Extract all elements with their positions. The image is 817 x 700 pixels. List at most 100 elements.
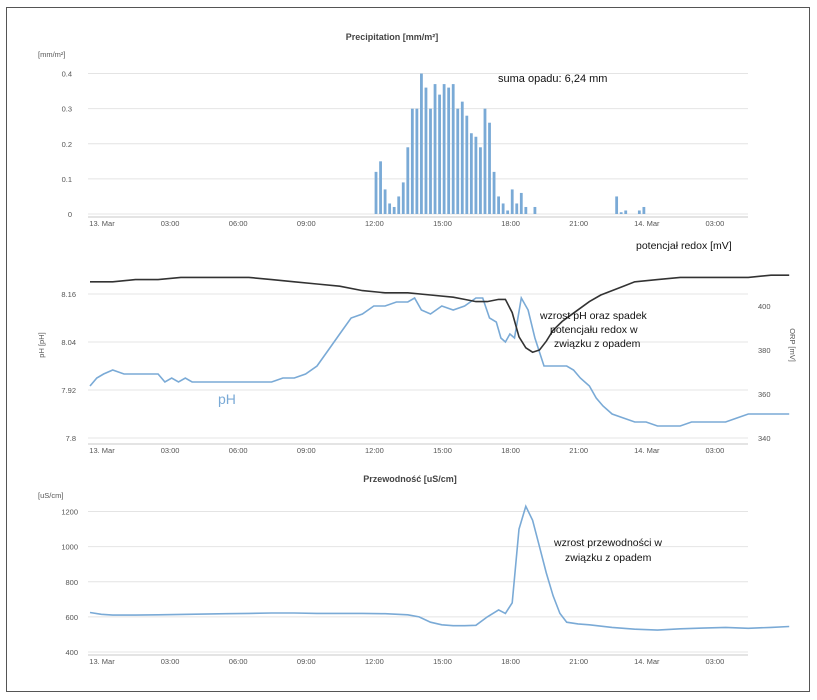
precipitation-bar [406,147,410,214]
precipitation-bar [415,108,419,214]
precipitation-bar [397,196,401,214]
x-tick-label: 09:00 [297,657,316,666]
precipitation-bar [410,108,414,214]
figure-frame [6,7,810,692]
y-tick-label-right: 340 [758,434,771,443]
precipitation-bar [433,84,437,214]
x-tick-label: 14. Mar [634,446,660,455]
ph-redox-annotation-line3: związku z opadem [554,338,641,350]
precipitation-title: Precipitation [mm/m²] [346,32,439,42]
x-tick-label: 13. Mar [89,657,115,666]
conductivity-annotation-line2: związku z opadem [565,552,652,564]
precipitation-chart: Precipitation [mm/m²] [mm/m²] 0 0.1 0.2 0.3… [38,32,748,228]
precipitation-bar [497,196,500,214]
y-tick-label-right: 380 [758,346,771,355]
y-tick-label: 0 [68,210,72,219]
precipitation-bar [619,212,623,214]
precipitation-bar [479,147,482,214]
y-tick-label: 0.3 [62,105,72,114]
x-tick-label: 03:00 [706,446,725,455]
precipitation-bar [615,196,619,214]
precipitation-bar [429,108,432,214]
x-tick-label: 21:00 [569,446,588,455]
y-tick-label: 600 [65,613,78,622]
conductivity-title: Przewodność [uS/cm] [363,474,457,484]
x-tick-label: 13. Mar [89,446,115,455]
x-tick-label: 03:00 [161,219,180,228]
precipitation-unit-label: [mm/m²] [38,50,66,59]
precipitation-bar [519,192,523,214]
conductivity-annotation-line1: wzrost przewodności w [553,537,662,549]
orp-axis-label: ORP [mV] [788,328,797,362]
ph-series-label: pH [218,391,236,407]
precipitation-bar [474,136,478,214]
precipitation-bar [420,73,423,214]
precipitation-bar [469,133,473,214]
precipitation-bar [392,206,396,214]
redox-legend-annotation: potencjał redox [mV] [636,240,732,252]
conductivity-chart: Przewodność [uS/cm] [uS/cm] 400 600 800 100… [38,474,790,666]
x-tick-label: 15:00 [433,446,452,455]
x-tick-label: 18:00 [501,219,520,228]
x-tick-label: 09:00 [297,219,316,228]
precipitation-bar [442,84,446,214]
y-tick-label: 400 [65,648,78,657]
precipitation-bar [374,171,378,214]
precipitation-bar [506,210,510,214]
x-tick-label: 18:00 [501,657,520,666]
precipitation-bar [515,203,519,214]
x-tick-label: 06:00 [229,446,248,455]
x-tick-label: 06:00 [229,219,248,228]
precipitation-bar [533,206,537,214]
x-tick-label: 21:00 [569,219,588,228]
precipitation-bar [637,210,641,214]
precipitation-bar [379,161,382,214]
x-tick-label: 03:00 [706,657,725,666]
precipitation-sum-annotation: suma opadu: 6,24 mm [498,73,607,85]
y-tick-label: 1000 [61,543,78,552]
x-tick-label: 03:00 [161,657,180,666]
precipitation-bar [624,210,628,214]
conductivity-series-line [89,504,790,631]
x-tick-label: 06:00 [229,657,248,666]
y-tick-label-left: 8.04 [61,338,76,347]
x-tick-label: 15:00 [433,657,452,666]
precipitation-bar [510,189,514,214]
precipitation-bar [488,122,491,214]
precipitation-bar [424,87,428,214]
x-tick-label: 12:00 [365,219,384,228]
x-tick-label: 12:00 [365,446,384,455]
y-tick-label: 800 [65,578,78,587]
ph-redox-chart: 7.8 7.92 8.04 8.16 340 360 380 400 13. Mar 03:0… [37,240,797,455]
x-tick-label: 18:00 [501,446,520,455]
precipitation-bar [460,101,464,214]
y-tick-label: 0.2 [62,140,72,149]
x-tick-label: 15:00 [433,219,452,228]
y-tick-label-left: 8.16 [61,290,76,299]
y-tick-label: 1200 [61,508,78,517]
ph-redox-annotation-line1: wzrost pH oraz spadek [539,310,648,322]
y-tick-label-right: 400 [758,302,771,311]
x-tick-label: 09:00 [297,446,316,455]
ph-redox-annotation-line2: potencjału redox w [550,324,638,336]
precipitation-bar [524,206,528,214]
redox-series-line [90,274,790,354]
x-tick-label: 14. Mar [634,219,660,228]
y-tick-label-left: 7.92 [61,386,76,395]
y-tick-label: 0.4 [62,70,72,79]
precipitation-bar [388,203,392,214]
precipitation-bar [483,108,487,214]
y-tick-label-right: 360 [758,390,771,399]
precipitation-bar [438,94,441,214]
x-tick-label: 14. Mar [634,657,660,666]
precipitation-bar [383,189,387,214]
y-tick-label: 0.1 [62,175,72,184]
conductivity-unit-label: [uS/cm] [38,491,63,500]
x-tick-label: 21:00 [569,657,588,666]
x-tick-label: 13. Mar [89,219,115,228]
ph-series-line [89,295,790,427]
precipitation-bar [456,108,460,214]
precipitation-bar [451,84,455,214]
x-tick-label: 03:00 [161,446,180,455]
